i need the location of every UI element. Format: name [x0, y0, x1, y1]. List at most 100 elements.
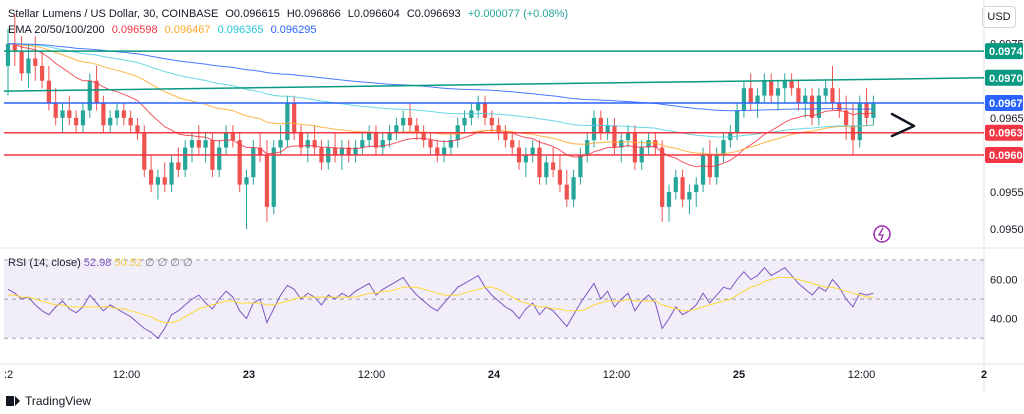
candle-body — [605, 125, 610, 133]
candle-body — [237, 140, 242, 185]
candle-body — [346, 147, 351, 155]
time-tick-label: 12:00 — [603, 369, 631, 381]
ema50-line — [7, 43, 874, 155]
footer-brand: TradingView — [25, 394, 92, 408]
candle-body — [557, 169, 563, 185]
candle-body — [278, 140, 283, 148]
close-value: C0.096693 — [406, 8, 461, 20]
candle-body — [796, 88, 801, 104]
candle-body — [775, 88, 781, 96]
trend-line — [3, 77, 985, 92]
candle-body — [741, 88, 747, 111]
candle-body — [428, 140, 433, 148]
candle-body — [612, 125, 617, 148]
candle-body — [503, 132, 508, 141]
candle-body — [762, 80, 767, 96]
level-price-tag — [985, 95, 1023, 112]
candle-body — [755, 95, 760, 104]
ema20-line — [7, 43, 874, 168]
candle-body — [537, 147, 542, 178]
candle-body — [373, 132, 379, 148]
level-price-tag — [985, 124, 1023, 141]
candle-body — [285, 103, 290, 141]
high-value: H0.096866 — [286, 8, 341, 20]
candle-body — [217, 147, 222, 170]
candle-body — [108, 117, 113, 126]
candle-body — [189, 140, 195, 148]
candle-body — [530, 147, 535, 155]
candle-body — [782, 80, 787, 89]
candle-body — [864, 103, 869, 118]
level-price-tag — [985, 146, 1023, 163]
candle-body — [74, 117, 79, 126]
candle-body — [857, 103, 862, 141]
candle-body — [39, 65, 45, 81]
candle-body — [128, 117, 133, 126]
candle-body — [67, 110, 72, 118]
ema-legend: EMA 20/50/100/200 0.096598 0.096467 0.09… — [8, 24, 320, 36]
candle-body — [142, 132, 147, 170]
time-tick-label: 24 — [488, 369, 501, 381]
candle-body — [401, 117, 406, 126]
candle-body — [264, 154, 270, 207]
candle-body — [700, 154, 706, 185]
candle-body — [435, 147, 440, 155]
candle-body — [441, 147, 447, 155]
open-value: O0.096615 — [225, 8, 280, 20]
rsi-line — [7, 266, 874, 339]
candle-body — [803, 95, 808, 104]
candle-body — [660, 147, 665, 207]
candle-body — [510, 140, 515, 148]
candle-body — [80, 110, 86, 126]
time-tick-label: 12:00 — [113, 369, 141, 381]
candle-body — [721, 140, 726, 155]
flash-icon — [873, 225, 891, 243]
candle-body — [578, 154, 583, 178]
rsi-tick-label: 60.00 — [990, 274, 1018, 286]
candle-body — [414, 125, 419, 133]
candle-body — [680, 177, 685, 200]
price-chart[interactable]: 0.09500.09550.09600.09650.09700.097560.0… — [0, 0, 1024, 392]
candle-body — [332, 147, 338, 155]
candle-body — [551, 162, 556, 170]
candle-body — [564, 184, 569, 200]
candle-body — [5, 43, 11, 66]
level-price-label: 0.0967 — [989, 98, 1023, 110]
candle-body — [53, 103, 58, 118]
currency-button[interactable]: USD — [982, 6, 1016, 28]
rsi-value: 52.98 — [83, 257, 112, 269]
candle-body — [380, 140, 385, 148]
low-value: L0.096604 — [347, 8, 400, 20]
candle-body — [87, 80, 92, 111]
candle-body — [121, 110, 126, 118]
candle-body — [837, 103, 842, 111]
candle-body — [619, 140, 624, 148]
rsi-ma-line — [8, 277, 874, 324]
time-tick-label: 23 — [243, 369, 255, 381]
rsi-tick-label: 40.00 — [990, 314, 1018, 326]
candle-body — [176, 162, 181, 170]
trend-price-tag — [985, 69, 1023, 86]
candle-body — [734, 110, 740, 133]
candle-body — [312, 140, 317, 148]
candle-body — [625, 132, 631, 141]
candle-body — [135, 125, 140, 133]
candle-body — [653, 140, 658, 148]
candle-body — [871, 103, 876, 118]
candle-body — [271, 147, 276, 207]
candle-body — [496, 125, 501, 133]
price-tick-label: 0.0955 — [990, 187, 1024, 199]
candle-body — [339, 147, 345, 155]
candle-body — [258, 147, 263, 155]
candle-body — [251, 147, 256, 178]
candle-body — [230, 132, 235, 141]
candle-body — [94, 80, 99, 104]
candle-body — [448, 140, 454, 148]
price-tick-label: 0.0965 — [990, 113, 1024, 125]
candle-body — [292, 103, 297, 133]
arrow-annotation-icon — [890, 112, 916, 138]
trend-price-label: 0.0970 — [989, 73, 1023, 85]
candle-body — [114, 110, 120, 118]
candle-body — [155, 177, 161, 185]
candle-body — [462, 117, 467, 126]
